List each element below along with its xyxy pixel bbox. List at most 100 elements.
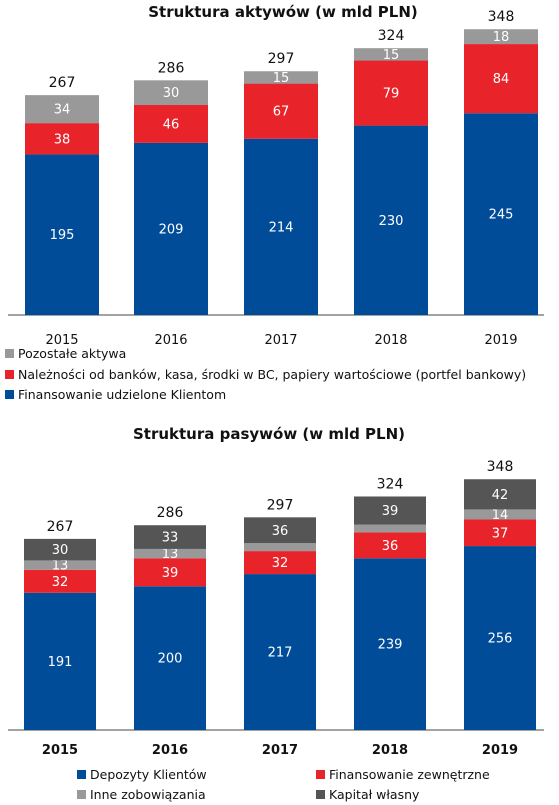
data-label-0-2018: 230 xyxy=(379,214,404,229)
legend-label-3: Kapitał własny xyxy=(329,787,420,802)
x-tick-label-2015: 2015 xyxy=(45,333,78,348)
bar-segment-1-2015 xyxy=(25,123,99,155)
data-label-1-2019: 84 xyxy=(493,72,510,87)
x-tick-label-2016: 2016 xyxy=(152,743,188,758)
data-label-0-2016: 209 xyxy=(159,222,184,237)
data-label-0-2016: 200 xyxy=(158,652,183,667)
data-label-2-2016: 13 xyxy=(162,547,179,562)
data-label-1-2019: 37 xyxy=(492,526,509,541)
bar-segment-2-2016 xyxy=(134,80,208,106)
legend-swatch-2 xyxy=(77,790,86,799)
total-label-2017: 297 xyxy=(268,51,295,67)
data-label-3-2017: 36 xyxy=(272,524,289,539)
chart-title: Struktura aktywów (w mld PLN) xyxy=(148,3,418,21)
chart-title: Struktura pasywów (w mld PLN) xyxy=(133,425,405,443)
bar-segment-1-2016 xyxy=(134,105,208,143)
data-label-0-2015: 195 xyxy=(50,228,75,243)
total-label-2019: 348 xyxy=(487,459,514,475)
data-label-0-2017: 214 xyxy=(269,220,294,235)
x-tick-label-2016: 2016 xyxy=(154,333,187,348)
data-label-0-2017: 217 xyxy=(268,646,293,661)
legend-label-0: Depozyty Klientów xyxy=(90,767,207,782)
bar-segment-1-2018 xyxy=(354,532,426,559)
data-label-0-2018: 239 xyxy=(378,638,403,653)
assets-structure-chart: Struktura aktywów (w mld PLN) 195 38 34 267 2… xyxy=(5,3,544,402)
data-label-0-2019: 256 xyxy=(488,632,513,647)
x-tick-label-2019: 2019 xyxy=(484,333,517,348)
bar-segment-2-2016 xyxy=(134,548,206,559)
legend-label-2: Inne zobowiązania xyxy=(90,787,206,802)
data-label-1-2018: 79 xyxy=(383,87,400,102)
data-label-2-2015: 34 xyxy=(54,103,71,118)
legend-label-0: Finansowanie udzielone Klientom xyxy=(18,387,226,402)
legend-label-2: Pozostałe aktywa xyxy=(18,346,126,361)
total-label-2016: 286 xyxy=(158,60,185,76)
total-label-2017: 297 xyxy=(267,497,294,513)
bar-segment-2-2019 xyxy=(464,509,536,520)
bar-segment-0-2017 xyxy=(244,138,318,315)
data-label-1-2015: 38 xyxy=(54,132,71,147)
total-label-2015: 267 xyxy=(49,75,76,91)
x-tick-label-2017: 2017 xyxy=(264,333,297,348)
data-label-2-2017: 15 xyxy=(273,71,290,86)
bar-segment-1-2017 xyxy=(244,551,316,575)
bar-segment-1-2016 xyxy=(134,558,206,587)
data-label-2-2015: 13 xyxy=(52,559,69,574)
data-label-1-2017: 32 xyxy=(272,556,289,571)
data-label-3-2015: 30 xyxy=(52,543,69,558)
data-label-0-2019: 245 xyxy=(489,208,514,223)
x-tick-label-2017: 2017 xyxy=(262,743,298,758)
bar-segment-0-2016 xyxy=(134,586,206,730)
x-tick-label-2018: 2018 xyxy=(374,333,407,348)
bar-segment-3-2016 xyxy=(134,525,206,549)
data-label-2-2019: 14 xyxy=(492,508,509,523)
data-label-1-2018: 36 xyxy=(382,539,399,554)
legend-swatch-3 xyxy=(316,790,325,799)
bar-segment-0-2015 xyxy=(25,154,99,315)
bar-segment-3-2015 xyxy=(24,538,96,561)
data-label-2-2018: 15 xyxy=(383,48,400,63)
legend-swatch-1 xyxy=(5,370,14,379)
data-label-2-2019: 18 xyxy=(493,30,510,45)
data-label-1-2016: 46 xyxy=(163,117,180,132)
legend-swatch-1 xyxy=(316,770,325,779)
legend-swatch-0 xyxy=(77,770,86,779)
bar-segment-2-2015 xyxy=(25,95,99,124)
bar-segment-0-2018 xyxy=(354,125,428,315)
data-label-3-2018: 39 xyxy=(382,504,399,519)
bar-segment-1-2019 xyxy=(464,44,538,114)
data-label-0-2015: 191 xyxy=(48,655,73,670)
data-label-1-2016: 39 xyxy=(162,566,179,581)
total-label-2018: 324 xyxy=(378,28,405,44)
bar-segment-2-2015 xyxy=(24,560,96,570)
bar-segment-1-2015 xyxy=(24,569,96,593)
bar-segment-3-2018 xyxy=(354,496,426,525)
bar-segment-0-2019 xyxy=(464,113,538,316)
liabilities-structure-chart: Struktura pasywów (w mld PLN)19132133026… xyxy=(8,425,544,802)
bar-segment-2-2018 xyxy=(354,524,426,533)
legend-label-1: Finansowanie zewnętrzne xyxy=(329,767,490,782)
data-label-1-2017: 67 xyxy=(273,105,290,120)
bar-segment-3-2017 xyxy=(244,517,316,544)
total-label-2016: 286 xyxy=(157,505,184,521)
bar-segment-0-2015 xyxy=(24,592,96,730)
total-label-2015: 267 xyxy=(47,519,74,535)
total-label-2018: 324 xyxy=(377,476,404,492)
x-tick-label-2015: 2015 xyxy=(42,743,78,758)
bar-segment-3-2019 xyxy=(464,479,536,510)
bar-segment-0-2017 xyxy=(244,574,316,730)
bar-segment-2-2018 xyxy=(354,48,428,61)
bar-segment-1-2017 xyxy=(244,83,318,139)
data-label-3-2019: 42 xyxy=(492,488,509,503)
total-label-2019: 348 xyxy=(488,9,515,25)
data-label-1-2015: 32 xyxy=(52,575,69,590)
bar-segment-0-2016 xyxy=(134,142,208,315)
bar-segment-1-2018 xyxy=(354,60,428,126)
x-tick-label-2018: 2018 xyxy=(372,743,408,758)
bar-segment-2-2017 xyxy=(244,543,316,552)
bar-segment-2-2019 xyxy=(464,29,538,45)
bar-segment-0-2018 xyxy=(354,558,426,730)
bar-segment-1-2019 xyxy=(464,519,536,547)
bar-segment-2-2017 xyxy=(244,71,318,84)
x-tick-label-2019: 2019 xyxy=(482,743,518,758)
